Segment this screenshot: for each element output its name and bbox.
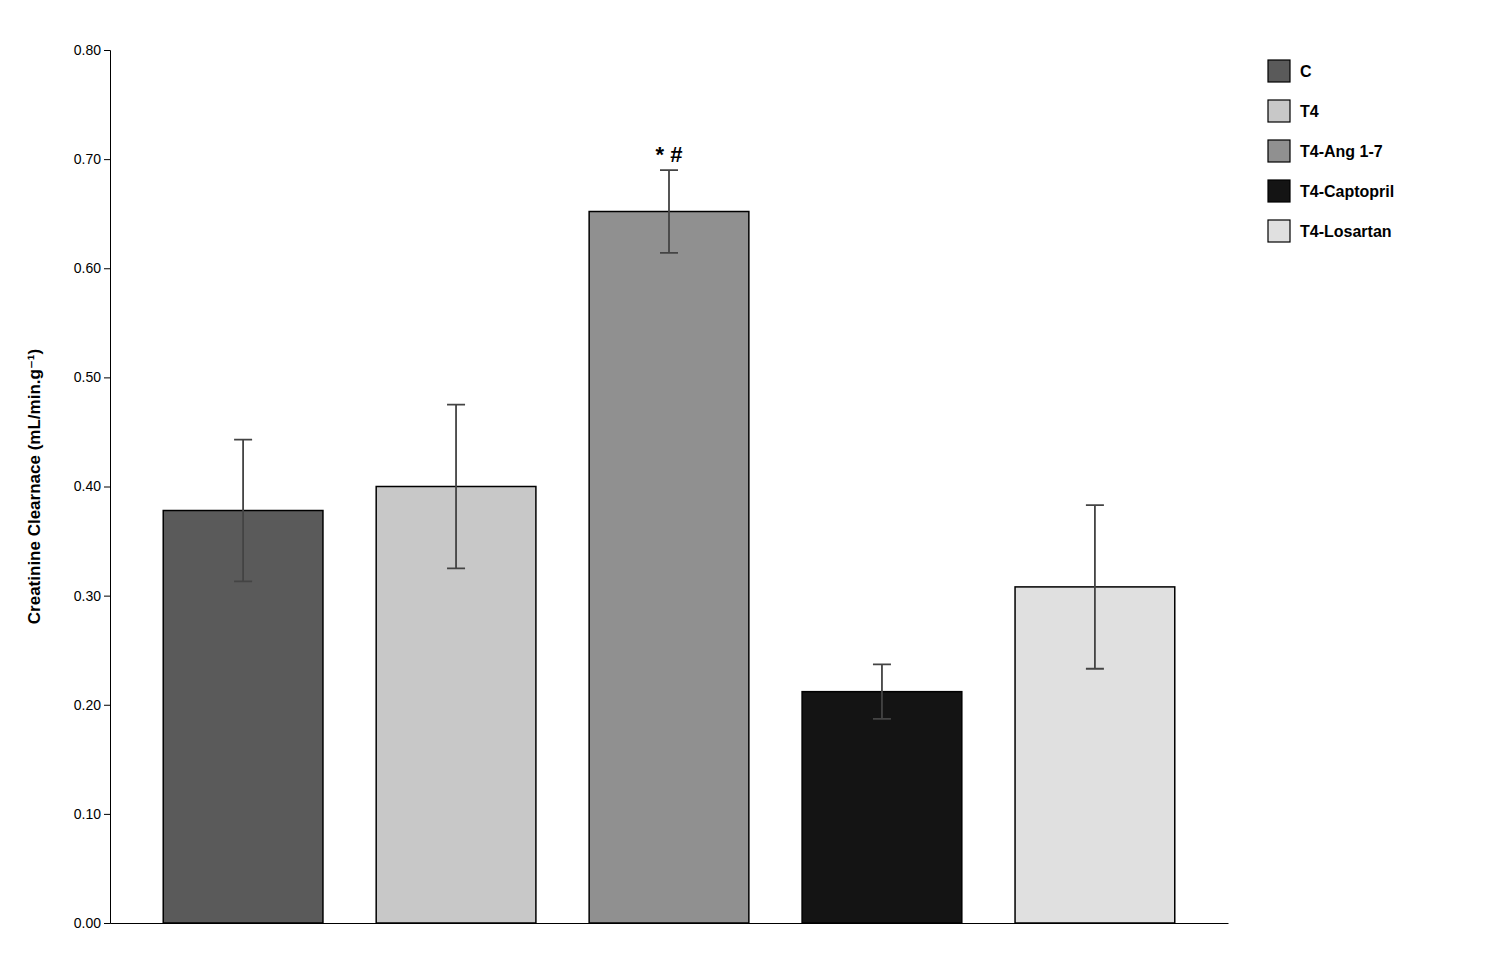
- y-tick-mark: [104, 923, 110, 924]
- y-tick-mark: [104, 705, 110, 706]
- y-tick-label: 0.20: [74, 697, 101, 713]
- y-tick-label: 0.80: [74, 42, 101, 58]
- legend-swatch: [1268, 60, 1290, 82]
- bar: [589, 212, 749, 923]
- legend: C T4 T4-Ang 1-7 T4-Captopril T4-Losartan: [1268, 60, 1394, 242]
- legend-item: T4: [1268, 100, 1319, 122]
- y-tick-mark: [104, 50, 110, 51]
- legend-item: T4-Ang 1-7: [1268, 140, 1383, 162]
- y-tick-label: 0.50: [74, 369, 101, 385]
- legend-label: T4-Ang 1-7: [1300, 143, 1383, 160]
- chart: 0.00 0.10 0.20 0.30 0.40 0.50 0.60 0.70 0.80 Crea…: [0, 0, 1488, 973]
- y-tick: 0.40: [74, 478, 110, 494]
- error-bar-line: [873, 664, 891, 719]
- legend-swatch: [1268, 100, 1290, 122]
- y-tick-label: 0.40: [74, 478, 101, 494]
- y-axis-line: [104, 51, 111, 924]
- x-axis: [111, 923, 1229, 924]
- error-bar: [1086, 505, 1104, 669]
- y-tick-mark: [104, 159, 110, 160]
- error-bar: [447, 405, 465, 569]
- y-tick: 0.50: [74, 369, 110, 385]
- y-tick: 0.20: [74, 697, 110, 713]
- marks: [163, 170, 1175, 923]
- error-bar: [873, 664, 891, 719]
- y-axis-title: Creatinine Clearnace (mL/min.g⁻¹): [25, 349, 44, 624]
- legend-swatch: [1268, 220, 1290, 242]
- legend-label: T4: [1300, 103, 1319, 120]
- error-bar-line: [447, 405, 465, 569]
- error-bar-line: [660, 170, 678, 253]
- legend-item: T4-Captopril: [1268, 180, 1394, 202]
- x-axis-line: [111, 923, 1229, 924]
- y-tick-label: 0.00: [74, 915, 101, 931]
- y-tick: 0.70: [74, 151, 110, 167]
- legend-label: C: [1300, 63, 1312, 80]
- annotation: * #: [656, 142, 683, 167]
- legend-item: T4-Losartan: [1268, 220, 1392, 242]
- y-tick: 0.60: [74, 260, 110, 276]
- legend-label: T4-Captopril: [1300, 183, 1394, 200]
- plot: 0.00 0.10 0.20 0.30 0.40 0.50 0.60 0.70 0.80 Crea…: [25, 42, 1229, 931]
- y-tick: 0.30: [74, 588, 110, 604]
- bar: [802, 692, 962, 923]
- error-bar: [660, 170, 678, 253]
- y-tick-label: 0.60: [74, 260, 101, 276]
- y-axis: 0.00 0.10 0.20 0.30 0.40 0.50 0.60 0.70 0.80: [74, 42, 111, 931]
- y-tick-mark: [104, 377, 110, 378]
- y-tick-mark: [104, 268, 110, 269]
- y-tick-mark: [104, 596, 110, 597]
- y-tick-label: 0.10: [74, 806, 101, 822]
- y-tick: 0.00: [74, 915, 110, 931]
- error-bar-line: [1086, 505, 1104, 669]
- y-tick-mark: [104, 814, 110, 815]
- y-tick: 0.10: [74, 806, 110, 822]
- error-bar: [234, 440, 252, 582]
- y-tick-mark: [104, 487, 110, 488]
- y-tick: 0.80: [74, 42, 110, 58]
- error-bar-line: [234, 440, 252, 582]
- legend-label: T4-Losartan: [1300, 223, 1392, 240]
- y-tick-label: 0.70: [74, 151, 101, 167]
- legend-item: C: [1268, 60, 1312, 82]
- legend-swatch: [1268, 180, 1290, 202]
- y-tick-label: 0.30: [74, 588, 101, 604]
- legend-swatch: [1268, 140, 1290, 162]
